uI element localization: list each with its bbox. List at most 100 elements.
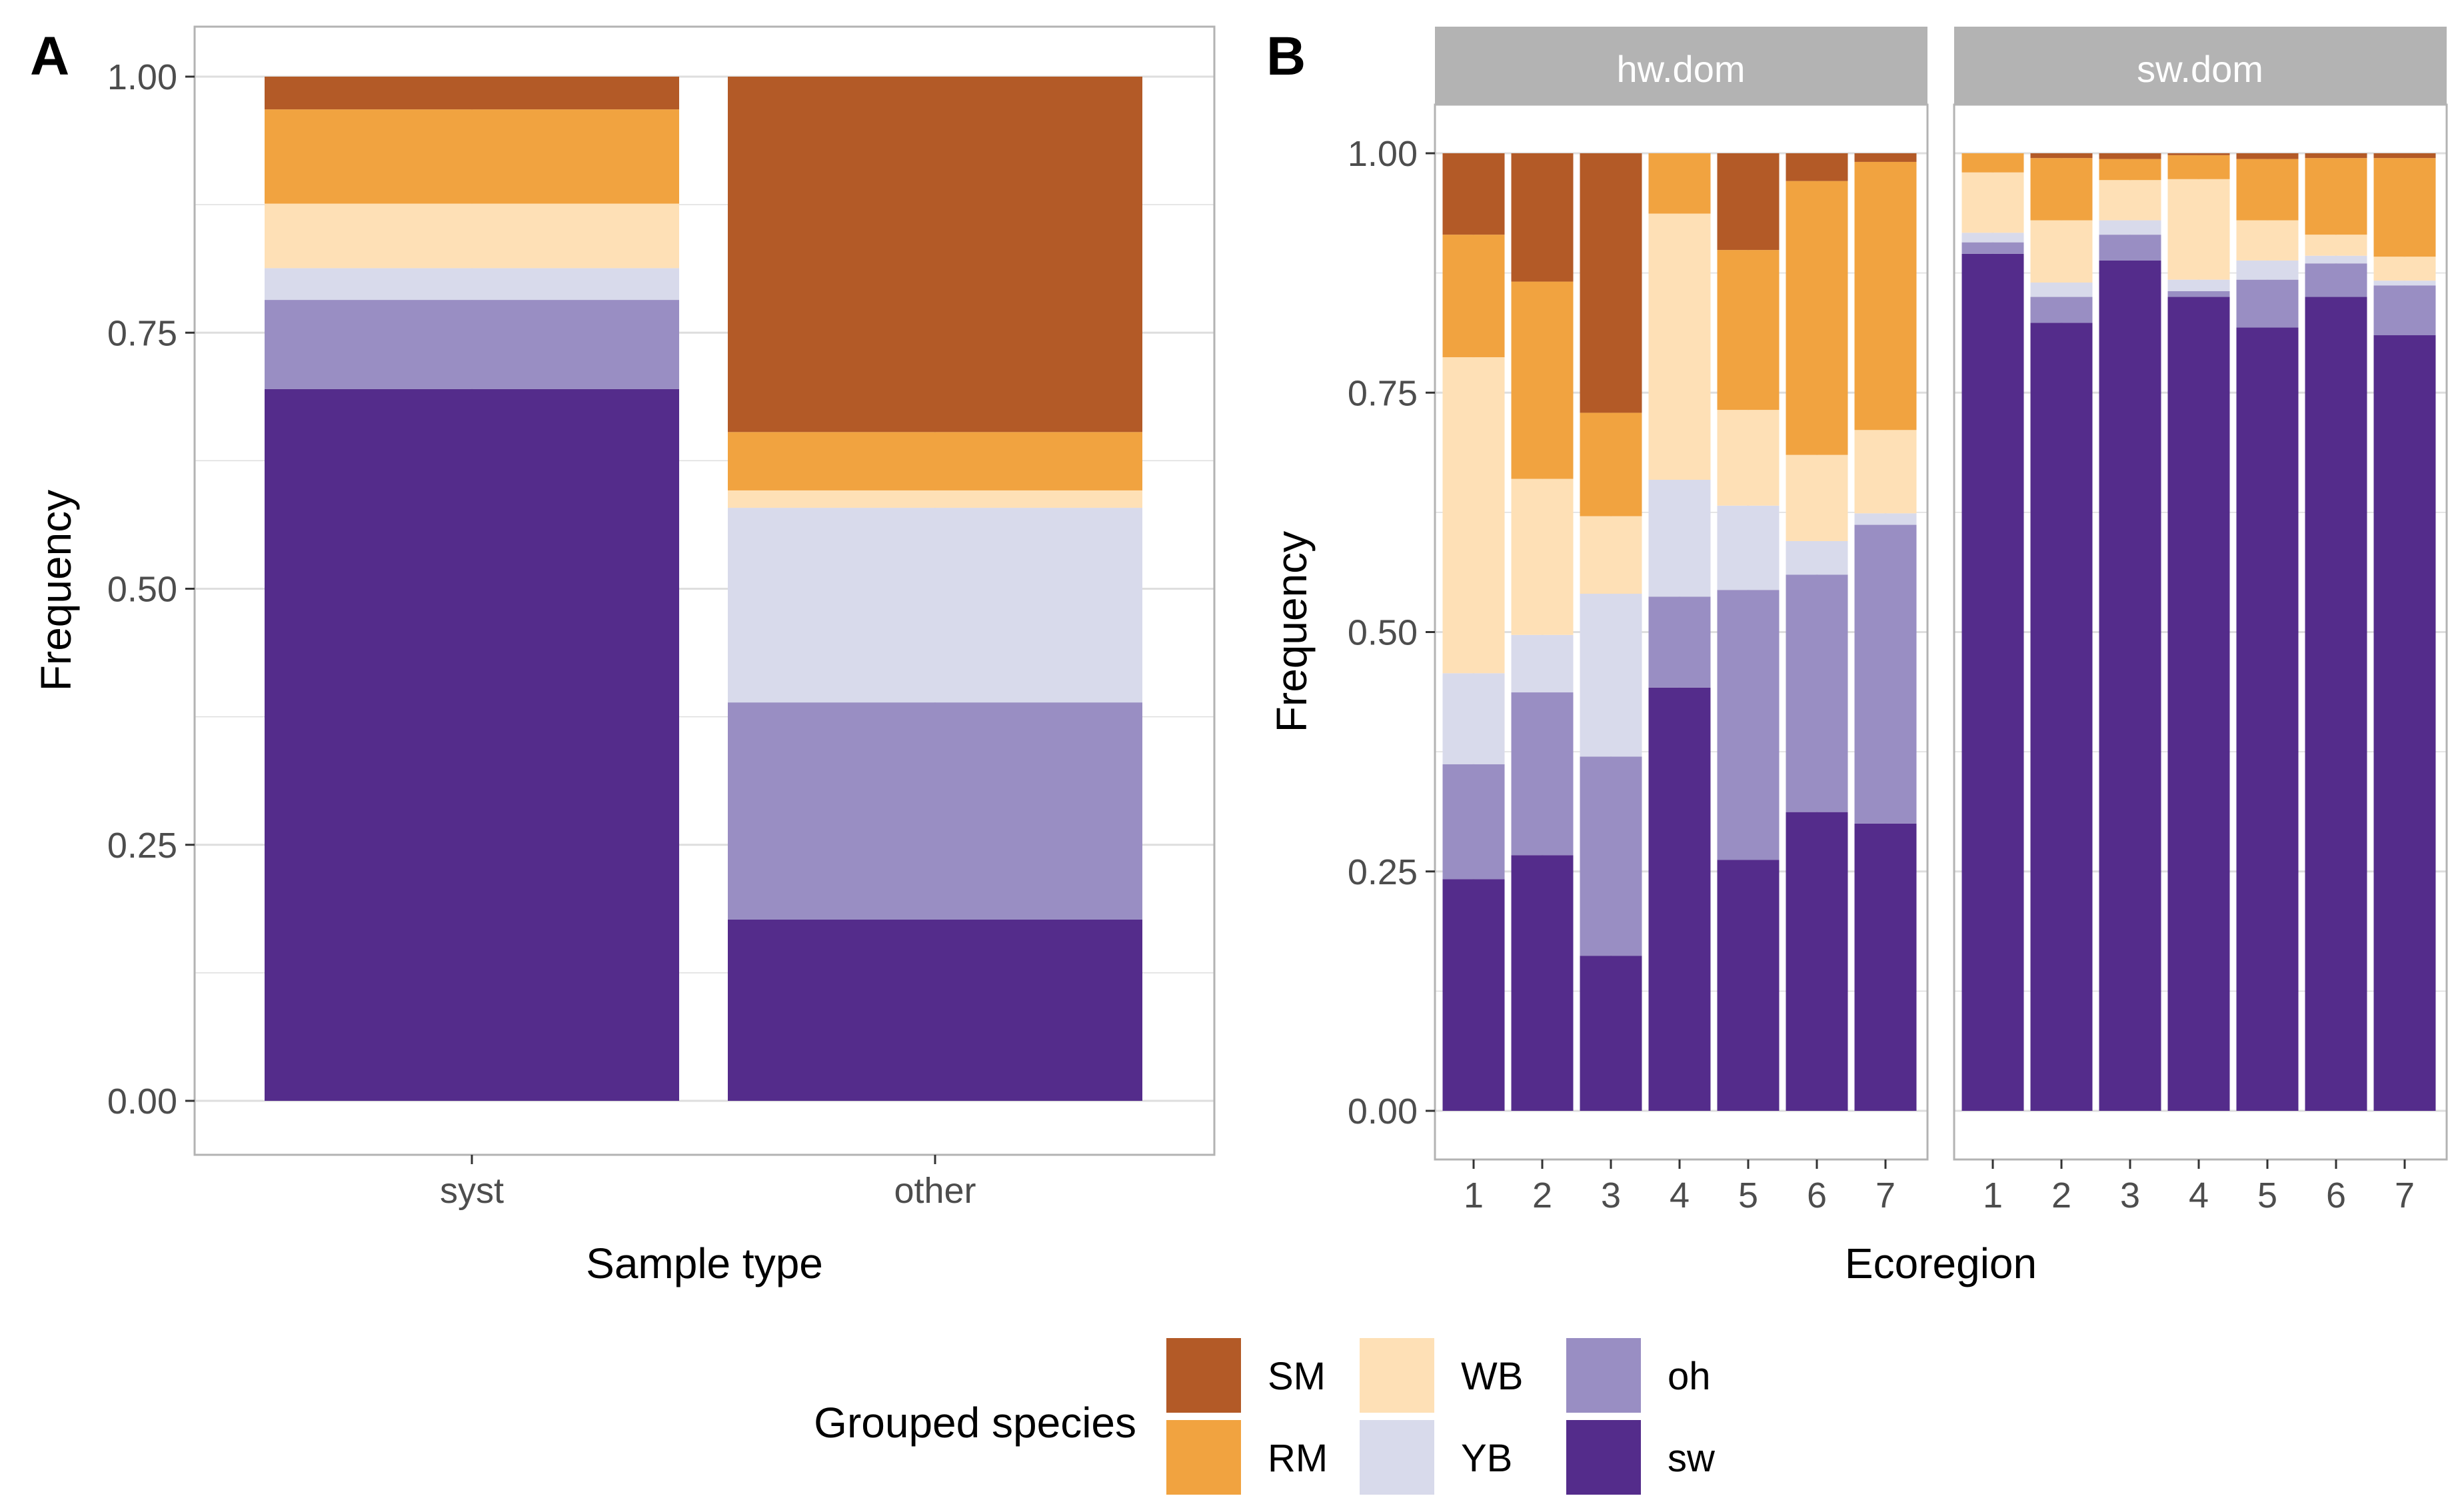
bar-segment-WB <box>2030 220 2093 283</box>
panel-a-y-tick-label: 0.75 <box>107 313 177 353</box>
facet-sw-dom-bar-6 <box>2305 153 2367 1111</box>
bar-segment-sw <box>265 388 679 1102</box>
bar-segment-SM <box>1511 153 1574 282</box>
panel-b: B hw.dom 1 2 3 4 5 6 7 sw.dom 1 2 3 4 5 6 7 0.00 0.25… <box>1266 26 2448 1287</box>
bar-segment-RM <box>2305 158 2367 235</box>
facet-sw-dom-bar-3 <box>2099 153 2161 1112</box>
panel-b-label: B <box>1266 26 1306 87</box>
legend-label-sw: sw <box>1668 1437 1716 1480</box>
panel-a-y-tick-label: 0.25 <box>107 826 177 866</box>
bar-segment-WB <box>2305 235 2367 256</box>
panel-a-x-tick-label: syst <box>440 1171 504 1211</box>
legend-swatch-oh <box>1566 1338 1641 1413</box>
facet-strip-hw-dom-label: hw.dom <box>1617 48 1746 90</box>
bar-segment-sw <box>728 919 1142 1101</box>
facet-sw-dom-x-tick-label: 1 <box>1983 1175 2003 1215</box>
legend-label-WB: WB <box>1461 1355 1523 1398</box>
bar-segment-oh <box>2305 263 2367 297</box>
bar-segment-WB <box>728 490 1142 508</box>
bar-segment-WB <box>1580 516 1642 594</box>
bar-segment-YB <box>2373 281 2436 286</box>
bar-segment-sw <box>1717 860 1780 1111</box>
legend-item-SM: SM <box>1166 1338 1326 1413</box>
bar-segment-oh <box>1961 242 2024 254</box>
facet-hw-dom-y-tick-label: 0.00 <box>1348 1092 1418 1131</box>
legend-item-sw: sw <box>1566 1420 1716 1495</box>
facet-sw-dom-bar-2 <box>2030 153 2093 1111</box>
bar-segment-sw <box>2099 260 2161 1112</box>
panel-a-border <box>193 25 1216 1156</box>
bar-segment-oh <box>2373 285 2436 336</box>
bar-segment-SM <box>2236 153 2299 159</box>
bar-segment-oh <box>2236 279 2299 328</box>
legend-title: Grouped species <box>814 1399 1136 1447</box>
bar-segment-WB <box>1786 454 1848 541</box>
panel-a-bars <box>265 77 1142 1102</box>
legend-label-YB: YB <box>1461 1437 1512 1480</box>
bar-segment-oh <box>1854 524 1917 824</box>
bar-segment-RM <box>1580 412 1642 516</box>
bar-segment-sw <box>1442 879 1505 1111</box>
bar-segment-RM <box>1511 281 1574 479</box>
bar-segment-SM <box>2030 153 2093 159</box>
bar-segment-sw <box>2030 323 2093 1111</box>
bar-segment-oh <box>2099 235 2161 261</box>
bar-segment-RM <box>2099 159 2161 181</box>
facet-hw-dom-x-axis: 1 2 3 4 5 6 7 <box>1464 1159 1895 1215</box>
facet-hw-dom-bar-4 <box>1648 153 1711 1111</box>
facet-hw-dom-bar-6 <box>1786 153 1848 1111</box>
bar-segment-SM <box>2305 153 2367 159</box>
bar-segment-YB <box>1648 480 1711 597</box>
legend: Grouped species SM RM WB YB oh sw <box>814 1338 1716 1495</box>
bar-segment-RM <box>1442 235 1505 358</box>
bar-segment-oh <box>1648 596 1711 688</box>
bar-segment-RM <box>2236 159 2299 221</box>
panel-a: A 0.00 0.25 0.50 0.75 1.00 syst other Sample … <box>30 25 1216 1287</box>
bar-segment-SM <box>265 77 679 110</box>
bar-segment-WB <box>2099 180 2161 221</box>
bar-segment-oh <box>1580 756 1642 956</box>
panel-a-bar-other <box>728 77 1142 1101</box>
facet-hw-dom-bar-2 <box>1511 153 1574 1111</box>
bar-segment-SM <box>1786 153 1848 181</box>
panel-a-y-axis-title: Frequency <box>32 490 80 691</box>
bar-segment-sw <box>2236 327 2299 1112</box>
bar-segment-WB <box>1511 478 1574 635</box>
panel-a-y-axis: 0.00 0.25 0.50 0.75 1.00 <box>107 57 195 1122</box>
bar-segment-YB <box>728 508 1142 703</box>
bar-segment-YB <box>1786 540 1848 575</box>
panel-b-y-axis-title: Frequency <box>1268 531 1316 732</box>
bar-segment-WB <box>1717 410 1780 506</box>
bar-segment-sw <box>1648 687 1711 1111</box>
facet-hw-dom-x-tick-label: 5 <box>1738 1175 1758 1215</box>
bar-segment-SM <box>2099 153 2161 159</box>
bar-segment-sw <box>2373 335 2436 1111</box>
legend-swatch-SM <box>1166 1338 1241 1413</box>
bar-segment-RM <box>2030 158 2093 221</box>
facet-strip-hw-dom <box>1435 27 1927 105</box>
facet-sw-dom-x-tick-label: 3 <box>2120 1175 2140 1215</box>
facet-sw-dom-bar-7 <box>2373 153 2436 1111</box>
panel-a-label: A <box>30 26 69 87</box>
bar-segment-RM <box>1854 161 1917 430</box>
facet-hw-dom-bars <box>1442 153 1917 1111</box>
legend-item-oh: oh <box>1566 1338 1711 1413</box>
legend-swatch-WB <box>1360 1338 1434 1413</box>
facet-hw-dom-y-tick-label: 0.50 <box>1348 613 1418 653</box>
bar-segment-WB <box>1442 357 1505 674</box>
legend-items: SM RM WB YB oh sw <box>1166 1338 1716 1495</box>
facet-hw-dom-x-tick-label: 2 <box>1532 1175 1552 1215</box>
bar-segment-sw <box>1786 812 1848 1111</box>
bar-segment-RM <box>1717 250 1780 410</box>
bar-segment-RM <box>2167 155 2230 179</box>
facet-sw-dom-bar-4 <box>2167 153 2230 1111</box>
bar-segment-oh <box>2167 291 2230 297</box>
facet-strip-sw-dom <box>1954 27 2447 105</box>
legend-swatch-sw <box>1566 1420 1641 1495</box>
bar-segment-RM <box>1961 153 2024 173</box>
legend-swatch-YB <box>1360 1420 1434 1495</box>
bar-segment-WB <box>2236 220 2299 261</box>
legend-label-RM: RM <box>1268 1437 1328 1480</box>
panel-b-x-axis-title: Ecoregion <box>1845 1239 2037 1287</box>
